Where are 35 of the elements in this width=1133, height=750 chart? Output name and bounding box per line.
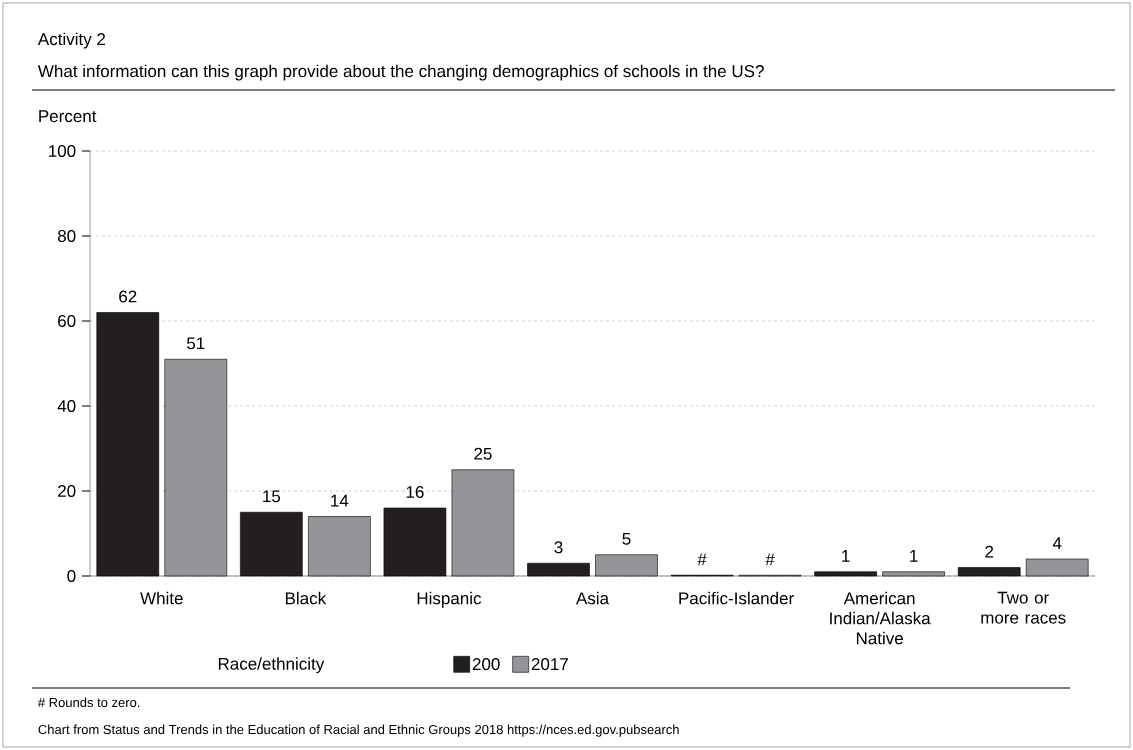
x-tick-label: Black [285,591,327,605]
data-label: 51 [187,337,205,350]
y-tick-label: 80 [57,229,76,243]
x-axis-title: Race/ethnicity [218,657,325,674]
chart-subtitle: What information can this graph provide about the changing demographics of schools in the US? [37,64,764,81]
data-label: 3 [554,541,563,554]
legend-label: 2017 [531,658,568,671]
y-tick-label: 40 [57,399,76,413]
data-label: 4 [1052,537,1062,550]
x-tick-label: Hispanic [417,591,482,608]
data-label: 1 [842,550,850,562]
text: # Rounds to zero. [37,697,140,708]
chart-title: Activity 2 [37,32,106,49]
x-tick-label: Asia [576,591,610,605]
data-label: 15 [263,490,281,503]
data-label: 16 [406,485,424,499]
data-label: 25 [474,447,492,460]
data-label: 2 [985,545,994,558]
data-label: 62 [119,290,137,303]
x-tick-label: Pacific-Islander [679,591,794,605]
y-tick-label: 20 [58,484,76,498]
data-label: 5 [622,532,631,545]
data-label: 1 [910,550,918,562]
x-tick-label: American Indian/Alaska Native [830,591,931,645]
x-tick-label: Two or more races [981,591,1066,624]
data-label: 14 [331,494,349,507]
data-label: # [765,553,775,566]
y-axis-title: Percent [39,110,97,123]
x-tick-label: White [140,591,183,605]
legend-label: 200 [472,658,500,671]
y-tick-label: 60 [58,314,76,328]
y-tick-label: 100 [49,144,76,158]
data-label: # [697,553,707,566]
text: Chart from Status and Trends in the Education of Racial and Ethnic Groups 2018 https://nces.ed.gov.pubsearch [38,724,679,737]
y-tick-label: 0 [67,569,76,583]
